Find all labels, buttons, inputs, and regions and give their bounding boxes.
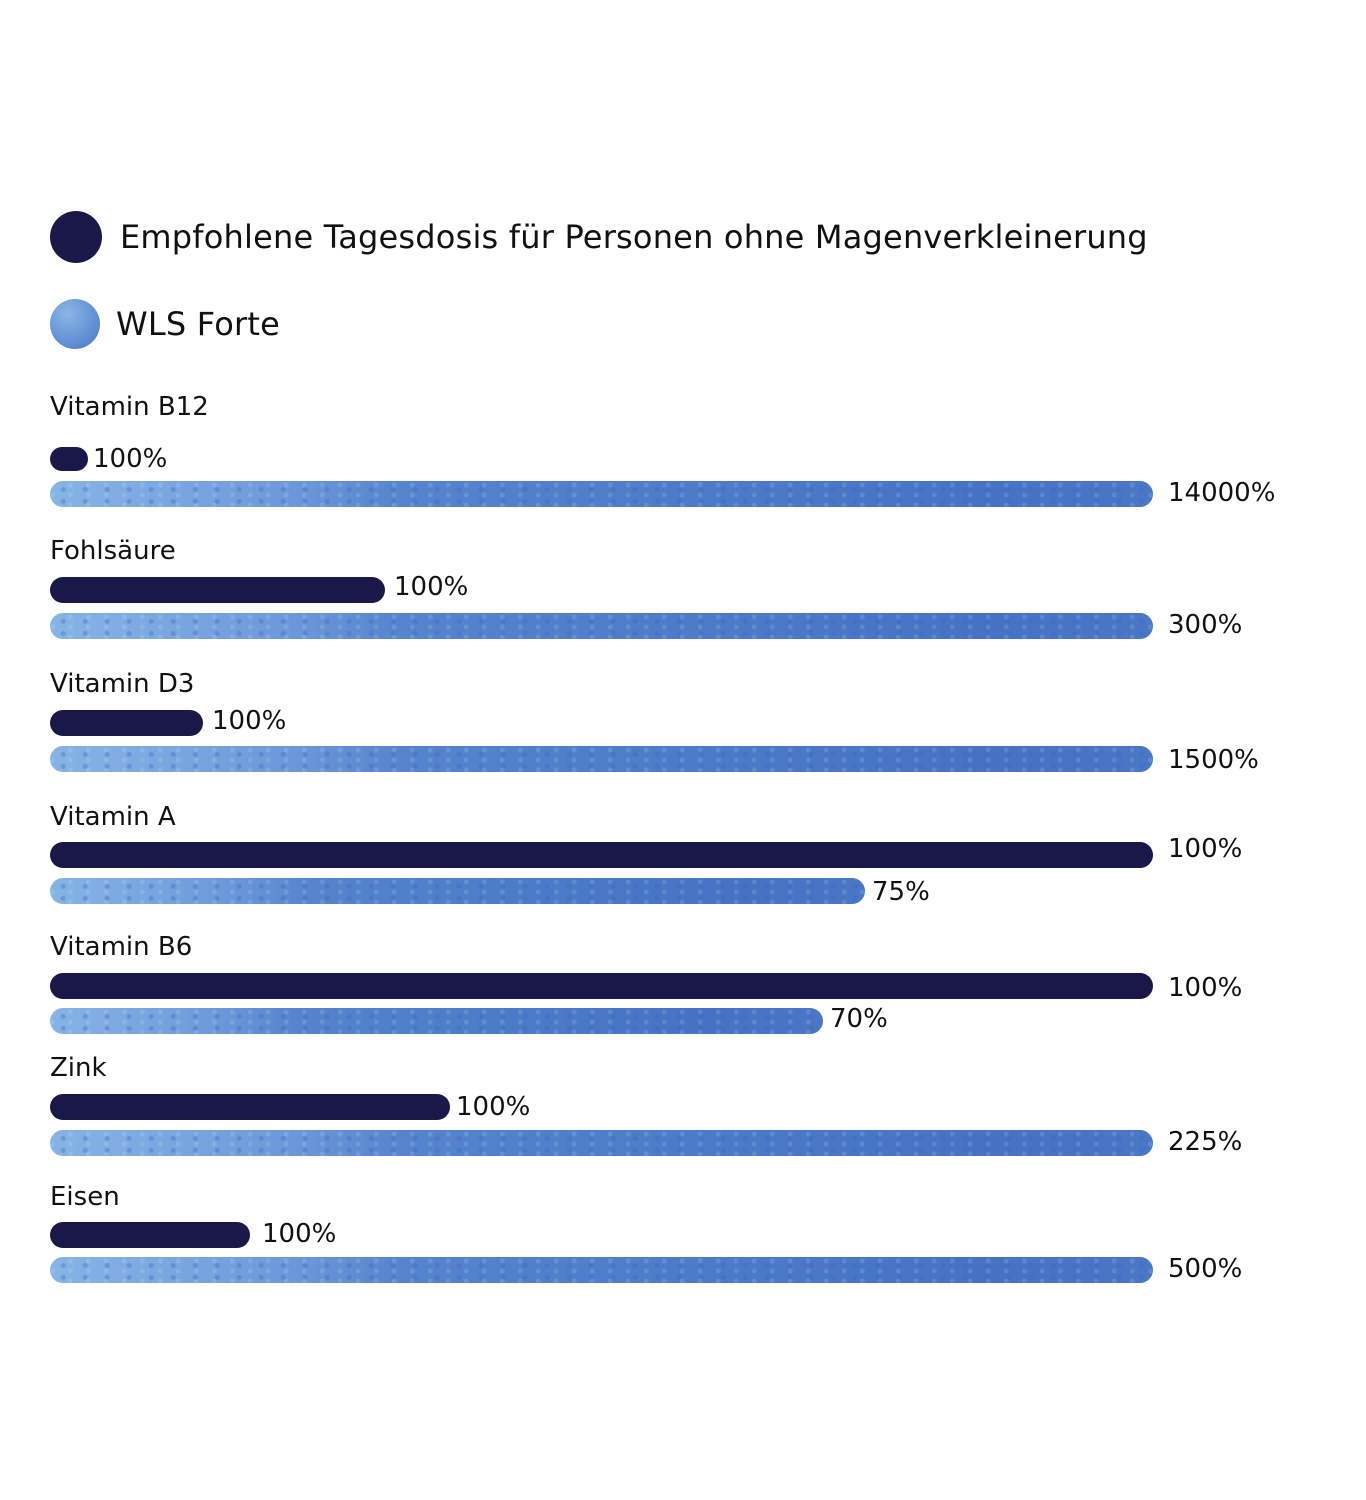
category-label: Vitamin D3 <box>50 669 195 699</box>
value-wls-forte: 75% <box>872 877 930 907</box>
category-label: Zink <box>50 1053 107 1083</box>
value-recommended: 100% <box>212 706 287 736</box>
legend-item-wls-forte: WLS Forte <box>50 299 280 349</box>
legend-item-recommended: Empfohlene Tagesdosis für Personen ohne … <box>50 211 1148 263</box>
value-recommended: 100% <box>456 1092 531 1122</box>
category-label: Eisen <box>50 1182 120 1212</box>
bar-recommended <box>50 447 88 471</box>
value-wls-forte: 300% <box>1168 610 1243 640</box>
value-recommended: 100% <box>1168 834 1243 864</box>
bar-wls-forte <box>50 1257 1153 1283</box>
value-wls-forte: 14000% <box>1168 478 1276 508</box>
bar-wls-forte <box>50 746 1153 772</box>
legend-label: Empfohlene Tagesdosis für Personen ohne … <box>120 218 1148 256</box>
bar-recommended <box>50 1222 250 1248</box>
bar-recommended <box>50 577 385 603</box>
category-label: Vitamin B6 <box>50 932 193 962</box>
value-recommended: 100% <box>93 444 168 474</box>
category-label: Vitamin A <box>50 802 176 832</box>
category-label: Vitamin B12 <box>50 392 209 422</box>
value-wls-forte: 1500% <box>1168 745 1259 775</box>
bar-recommended <box>50 973 1153 999</box>
value-recommended: 100% <box>394 572 469 602</box>
bar-recommended <box>50 710 203 736</box>
legend-label: WLS Forte <box>116 305 280 343</box>
bar-wls-forte <box>50 613 1153 639</box>
bar-wls-forte <box>50 1130 1153 1156</box>
bar-wls-forte <box>50 1008 823 1034</box>
category-label: Fohlsäure <box>50 536 176 566</box>
value-wls-forte: 225% <box>1168 1127 1243 1157</box>
bar-recommended <box>50 842 1153 868</box>
value-recommended: 100% <box>262 1219 337 1249</box>
bar-wls-forte <box>50 878 865 904</box>
value-wls-forte: 500% <box>1168 1254 1243 1284</box>
bar-wls-forte <box>50 481 1153 507</box>
legend-swatch-navy-icon <box>50 211 102 263</box>
value-wls-forte: 70% <box>830 1004 888 1034</box>
value-recommended: 100% <box>1168 973 1243 1003</box>
bar-recommended <box>50 1094 450 1120</box>
legend-swatch-blue-icon <box>50 299 100 349</box>
